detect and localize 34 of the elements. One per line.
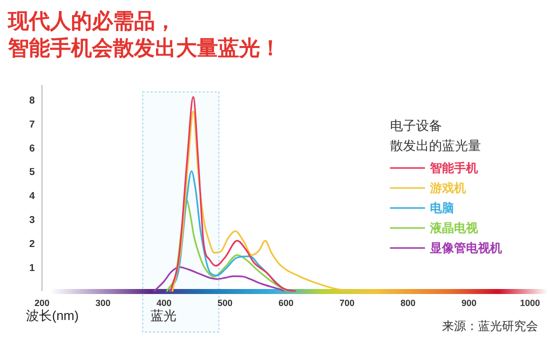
x-tick-label: 500 — [217, 298, 233, 308]
annotation: 散发出的蓝光量 — [390, 138, 481, 153]
y-tick-label: 3 — [29, 215, 36, 226]
line-series — [153, 266, 287, 292]
x-tick-label: 900 — [461, 298, 477, 308]
chart-subtitle: 智能手机会散发出大量蓝光！ — [7, 37, 281, 60]
band-label: 蓝光 — [150, 308, 177, 323]
y-tick-label: 4 — [29, 191, 36, 202]
legend-title: 电子设备 — [390, 118, 442, 133]
x-tick-label: 400 — [156, 298, 172, 308]
source-note: 来源：蓝光研究会 — [442, 319, 538, 333]
line-series — [166, 199, 287, 292]
x-tick-label: 1000 — [520, 298, 540, 308]
y-tick-label: 5 — [29, 167, 36, 178]
y-tick-label: 1 — [29, 263, 36, 274]
line-series — [172, 110, 351, 292]
x-axis-title: 波长(nm) — [26, 308, 79, 323]
x-tick-label: 700 — [339, 298, 355, 308]
x-tick-label: 600 — [278, 298, 294, 308]
line-series — [170, 96, 296, 292]
y-tick-label: 6 — [29, 143, 36, 154]
legend-label: 游戏机 — [429, 181, 466, 195]
legend-label: 液晶电视 — [429, 221, 479, 235]
y-tick-label: 2 — [29, 239, 36, 250]
chart-title: 现代人的必需品， — [7, 9, 176, 33]
legend-label: 智能手机 — [429, 161, 478, 175]
y-tick-label: 8 — [29, 95, 36, 106]
line-series — [169, 170, 293, 292]
x-tick-label: 200 — [34, 298, 50, 308]
x-tick-label: 800 — [400, 298, 416, 308]
y-tick-label: 7 — [29, 119, 36, 130]
legend-label: 电脑 — [430, 201, 454, 215]
legend-label: 显像管电视机 — [429, 241, 502, 255]
x-tick-label: 300 — [95, 298, 111, 308]
